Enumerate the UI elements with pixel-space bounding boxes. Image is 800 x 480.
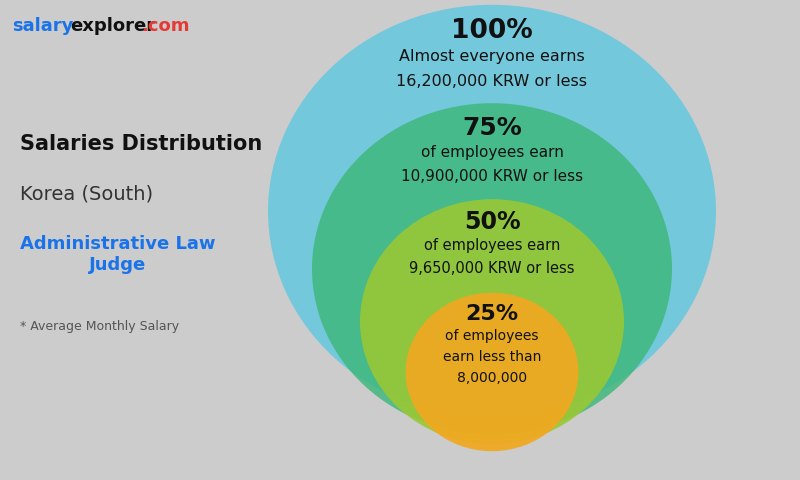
Text: Salaries Distribution: Salaries Distribution: [20, 134, 262, 154]
Text: 25%: 25%: [466, 304, 518, 324]
Text: explorer: explorer: [70, 17, 155, 35]
Text: * Average Monthly Salary: * Average Monthly Salary: [20, 320, 179, 333]
Text: 75%: 75%: [462, 116, 522, 140]
Text: earn less than: earn less than: [443, 349, 541, 364]
Text: 50%: 50%: [464, 210, 520, 234]
Text: Korea (South): Korea (South): [20, 185, 153, 204]
Ellipse shape: [406, 293, 578, 451]
Text: of employees: of employees: [446, 328, 538, 343]
Text: 8,000,000: 8,000,000: [457, 371, 527, 385]
Text: 100%: 100%: [451, 18, 533, 44]
Ellipse shape: [268, 5, 716, 418]
Text: 10,900,000 KRW or less: 10,900,000 KRW or less: [401, 168, 583, 184]
Ellipse shape: [360, 199, 624, 444]
Text: salary: salary: [12, 17, 74, 35]
Text: Administrative Law
Judge: Administrative Law Judge: [20, 235, 215, 274]
Text: Almost everyone earns: Almost everyone earns: [399, 48, 585, 64]
Text: of employees earn: of employees earn: [421, 144, 563, 160]
Ellipse shape: [312, 103, 672, 434]
Text: 9,650,000 KRW or less: 9,650,000 KRW or less: [410, 261, 574, 276]
Text: .com: .com: [141, 17, 190, 35]
Text: of employees earn: of employees earn: [424, 238, 560, 253]
Text: 16,200,000 KRW or less: 16,200,000 KRW or less: [397, 73, 587, 89]
